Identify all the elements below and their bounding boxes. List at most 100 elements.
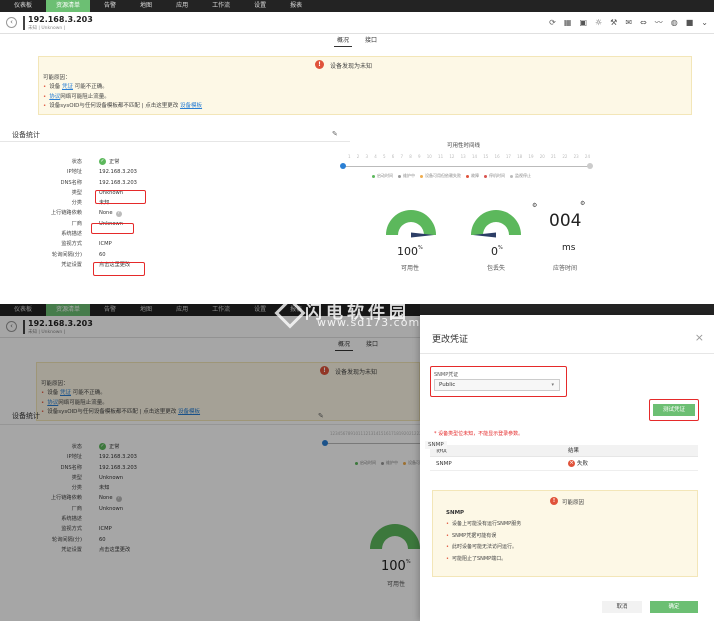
device-template-link[interactable]: 设备模板 [178, 409, 201, 415]
timeline-tick: 6 [391, 154, 395, 159]
timeline-track [344, 166, 590, 167]
nav-workflow[interactable]: 工作流 [212, 306, 231, 313]
timeline-tick: 8 [409, 154, 412, 159]
timeline-tick: 6 [342, 431, 346, 436]
chart-icon[interactable]: ▦ [563, 18, 572, 27]
nav-reports[interactable]: 报表 [290, 306, 303, 313]
nav-reports[interactable]: 报表 [290, 2, 303, 9]
timeline-tick: 11 [438, 154, 444, 159]
response-label: 应答时间 [553, 265, 578, 272]
timeline-tick: 7 [400, 154, 404, 159]
change-credential-link[interactable]: 点击这里更改 [99, 261, 131, 268]
help-icon[interactable]: ? [115, 211, 122, 218]
nav-maps[interactable]: 地图 [140, 306, 153, 313]
edit-icon[interactable]: ✎ [332, 130, 338, 138]
list-item: 设备sysOID与任何设备模板都不匹配 | 点击这里更改 设备模板 [41, 408, 200, 418]
tab-overview[interactable]: 概况 [334, 36, 353, 47]
nav-inventory[interactable]: 资源清单 [46, 304, 91, 316]
availability-label: 可用性 [387, 581, 406, 588]
availability-value: 100% [381, 559, 411, 574]
nav-settings[interactable]: 设置 [254, 2, 267, 9]
section-divider [0, 424, 420, 425]
bulb-icon[interactable]: ☼ [595, 18, 603, 27]
nav-apps[interactable]: 应用 [176, 2, 189, 9]
timeline-tick: 14 [471, 154, 478, 159]
tab-bar: 概况 接口 [0, 36, 714, 47]
table-row: SNMP × 失败 [430, 457, 698, 471]
packet-loss-gauge [471, 210, 521, 238]
chevron-down-icon[interactable]: ⌄ [701, 18, 708, 27]
nav-alarms[interactable]: 告警 [104, 2, 117, 9]
help-icon[interactable]: ? [115, 496, 122, 503]
monitor-icon[interactable]: ▣ [579, 18, 587, 27]
nav-workflow[interactable]: 工作流 [212, 2, 231, 9]
timeline-tick: 10 [352, 431, 359, 436]
nav-dashboard[interactable]: 仪表板 [14, 2, 33, 9]
tab-interface[interactable]: 接口 [365, 341, 378, 348]
section-title: 设备统计 [12, 412, 40, 420]
credential-link[interactable]: 凭证 [60, 390, 72, 396]
graph-icon[interactable]: 〰 [654, 18, 663, 27]
highlight-credential [93, 262, 145, 276]
nav-alarms[interactable]: 告警 [104, 306, 117, 313]
mail-icon[interactable]: ✉ [625, 18, 633, 27]
screen-icon[interactable]: ■ [685, 18, 694, 27]
timeline-tick: 21 [408, 431, 415, 436]
cause-subtitle: SNMP [446, 510, 465, 516]
gauge-fill [386, 210, 436, 235]
col-protocol: 协议 [436, 448, 448, 454]
tab-interface[interactable]: 接口 [364, 37, 377, 44]
back-icon[interactable]: ‹ [6, 17, 17, 28]
response-icon-left: ⚙ [532, 202, 538, 209]
modal-backdrop[interactable] [0, 304, 420, 621]
timeline-tick: 24 [584, 154, 590, 159]
warning-icon: ! [315, 60, 324, 69]
host-title: 192.168.3.203 [28, 15, 93, 24]
availability-value: 100% [397, 245, 423, 258]
cause-list: 设备上可能没有运行SNMP服务 SNMP凭据可能有误 此时设备可能无法访问运行。… [446, 519, 521, 565]
timeline-tick: 16 [383, 431, 389, 436]
edit-icon[interactable]: ✎ [318, 412, 324, 420]
snmp-credential-select[interactable]: Public ▾ [434, 379, 560, 391]
close-icon[interactable]: × [694, 331, 704, 344]
protocol-link[interactable]: 协议 [47, 399, 59, 406]
cause-title: 可能原因 [562, 500, 585, 506]
timeline-tick: 18 [393, 431, 399, 436]
change-credential-dialog: 更改凭证 × SNMP凭证 Public ▾ 测试凭证 * 设备类型位未知，不能显… [420, 315, 714, 621]
availability-gauge [386, 210, 436, 238]
fail-icon: × [568, 460, 575, 467]
tab-overview[interactable]: 概况 [335, 340, 354, 351]
nav-inventory[interactable]: 资源清单 [46, 0, 91, 12]
timeline-tick: 23 [419, 431, 420, 436]
nav-dashboard[interactable]: 仪表板 [14, 306, 33, 313]
refresh-icon[interactable]: ⟳ [549, 18, 556, 27]
nav-maps[interactable]: 地图 [140, 2, 153, 9]
test-credential-button[interactable]: 测试凭证 [653, 404, 695, 416]
col-result: 结果 [568, 448, 580, 454]
device-template-link[interactable]: 设备模板 [180, 103, 203, 109]
legend-entry: 启动时间 [372, 173, 393, 179]
packet-loss-value: 0% [491, 245, 503, 258]
timeline-tick: 20 [403, 431, 409, 436]
timeline-tick: 21 [551, 154, 557, 159]
highlight-vendor [91, 223, 134, 234]
back-icon[interactable]: ‹ [6, 321, 17, 332]
row-protocol: SNMP [436, 461, 452, 467]
confirm-button[interactable]: 确定 [650, 601, 698, 613]
link-icon[interactable]: ⇔ [640, 18, 647, 27]
timeline-tick: 19 [398, 431, 404, 436]
nav-apps[interactable]: 应用 [176, 306, 189, 313]
nav-settings[interactable]: 设置 [254, 306, 267, 313]
timeline-tick: 22 [562, 154, 568, 159]
list-item: 设备sysOID与任何设备模板都不匹配 | 点击这里更改 设备模板 [43, 102, 202, 112]
tools-icon[interactable]: ⚒ [610, 18, 618, 27]
protocol-link[interactable]: 协议 [49, 93, 61, 100]
globe-icon[interactable]: ◍ [670, 18, 678, 27]
timeline-start-handle[interactable] [322, 440, 328, 446]
timeline-start-handle[interactable] [340, 163, 346, 169]
credential-link[interactable]: 凭证 [62, 84, 74, 90]
test-result-table: 协议 结果 SNMP × 失败 [430, 445, 698, 471]
timeline-end-handle[interactable] [587, 163, 593, 169]
cancel-button[interactable]: 取消 [602, 601, 642, 613]
